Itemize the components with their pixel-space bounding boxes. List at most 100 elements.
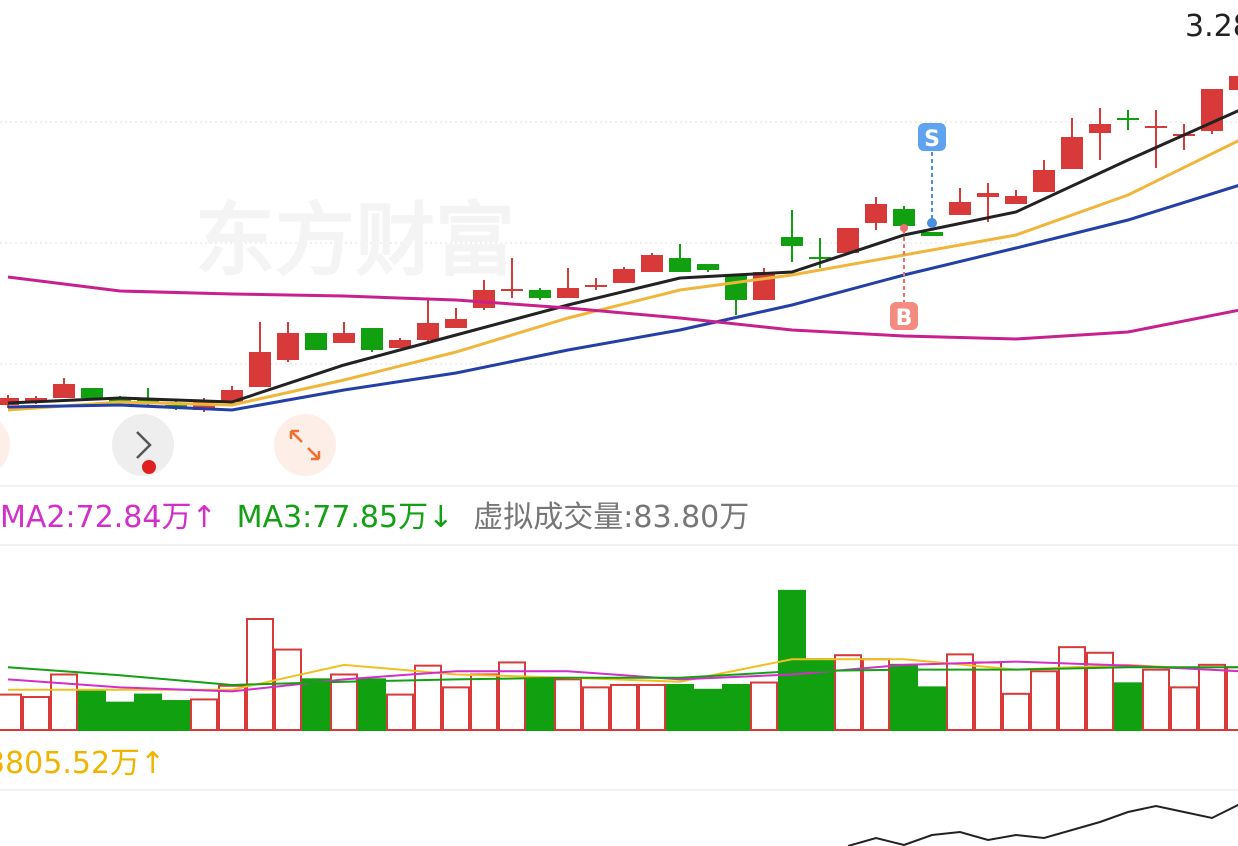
candle-body	[613, 269, 635, 283]
candle-body	[1005, 196, 1027, 204]
candle-body	[333, 333, 355, 343]
sell-dot	[927, 218, 937, 228]
candle-body	[361, 328, 383, 350]
candle-body	[473, 290, 495, 308]
volume-bar	[386, 693, 414, 732]
candle-body	[53, 384, 75, 398]
price-chart	[0, 76, 1238, 412]
volume-bar	[1058, 646, 1086, 731]
volume-bar	[666, 683, 694, 732]
volume-bar	[330, 673, 358, 731]
candle-body	[697, 264, 719, 270]
ma-line	[7, 109, 1238, 405]
candle-body	[669, 258, 691, 272]
candle-body	[781, 237, 803, 246]
candle-body	[277, 333, 299, 360]
volume-bar	[582, 686, 610, 732]
expand-icon	[289, 429, 321, 461]
candle-body	[109, 398, 131, 402]
candle-body	[977, 193, 999, 197]
volume-bar	[1226, 666, 1238, 731]
volume-bar	[918, 686, 946, 732]
candle-body	[445, 319, 467, 328]
buy-badge[interactable]	[890, 302, 918, 330]
volume-bar	[358, 678, 386, 732]
left-button[interactable]	[0, 413, 10, 477]
candle-body	[893, 209, 915, 226]
legend-entry: MA2:72.84万↑	[0, 500, 217, 535]
candle-body	[501, 289, 523, 291]
candle-body	[1229, 76, 1238, 90]
legend-entry: 虚拟成交量:83.80万	[473, 500, 749, 535]
volume-bar	[498, 661, 526, 731]
volume-bar	[218, 684, 246, 731]
candle-body	[305, 333, 327, 350]
candle-body	[921, 232, 943, 236]
ma-line	[847, 803, 1238, 846]
volume-bar	[694, 688, 722, 731]
ma-line	[7, 275, 1238, 341]
volume-bar	[1170, 686, 1198, 732]
volume-bar	[470, 673, 498, 731]
volume-bar	[834, 654, 862, 732]
ma-line	[7, 660, 1238, 693]
buy-text: B	[896, 306, 913, 331]
candle-body	[81, 388, 103, 398]
legend-entry: MA3:77.85万↓	[237, 500, 454, 535]
volume-bar	[750, 681, 778, 731]
lower-chart: 3805.52万↑	[0, 746, 1238, 846]
volume-bar	[526, 678, 554, 732]
candle-body	[1145, 126, 1167, 128]
candle-body	[585, 285, 607, 287]
volume-bar	[414, 664, 442, 731]
volume-bar	[1030, 670, 1058, 731]
volume-bar	[106, 701, 134, 731]
candle-body	[1061, 137, 1083, 169]
next-button[interactable]	[112, 414, 174, 476]
volume-bar	[246, 618, 274, 731]
volume-bar	[302, 678, 330, 732]
buy-dot	[900, 224, 908, 232]
notify-dot	[142, 460, 156, 474]
candle-body	[949, 202, 971, 215]
candle-body	[1089, 124, 1111, 133]
volume-bar	[1002, 692, 1030, 731]
watermark: 东方财富	[195, 194, 515, 287]
volume-bar	[190, 698, 218, 731]
candle-body	[417, 323, 439, 340]
candle-body	[725, 275, 747, 300]
volume-bar	[134, 693, 162, 732]
candle-body	[25, 398, 47, 402]
candle-body	[1033, 170, 1055, 192]
ma-line	[7, 184, 1238, 412]
volume-bar	[442, 686, 470, 732]
ma-line	[7, 666, 1238, 686]
candle-body	[865, 204, 887, 223]
volume-bar	[162, 700, 190, 731]
candle-body	[249, 352, 271, 387]
price-label: 3.28	[1185, 9, 1238, 44]
candle-body	[641, 255, 663, 272]
volume-bar	[22, 696, 50, 731]
candle-body	[557, 288, 579, 298]
sell-text: S	[924, 127, 940, 152]
ma-line	[7, 139, 1238, 412]
candle-body	[137, 400, 159, 402]
volume-bar	[1114, 682, 1142, 732]
volume-bar	[554, 678, 582, 732]
candle-body	[529, 290, 551, 298]
volume-bar	[78, 690, 106, 731]
volume-bar	[890, 663, 918, 732]
candle-body	[753, 272, 775, 300]
volume-chart: MA2:72.84万↑ MA3:77.85万↓ 虚拟成交量:83.80万	[0, 500, 1238, 732]
volume-bar	[1198, 663, 1226, 732]
expand-button[interactable]	[274, 414, 336, 476]
volume-bar	[274, 648, 302, 732]
volume-bar	[0, 693, 22, 732]
sell-badge[interactable]	[918, 123, 946, 151]
candle-body	[1117, 118, 1139, 120]
volume-bar	[722, 683, 750, 732]
candle-body	[809, 257, 831, 259]
volume-bar	[974, 661, 1002, 731]
